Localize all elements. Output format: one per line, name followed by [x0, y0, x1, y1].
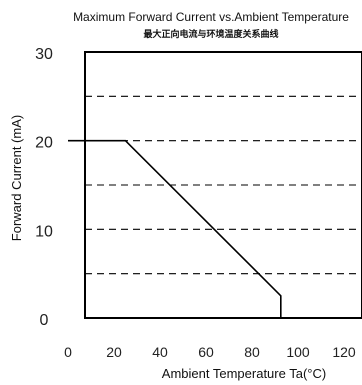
x-tick-label: 60 [198, 344, 214, 360]
series-layer [68, 139, 282, 318]
x-tick-label: 20 [106, 344, 122, 360]
chart-title: Maximum Forward Current vs.Ambient Tempe… [73, 10, 349, 24]
y-tick-label: 0 [40, 312, 49, 329]
x-tick-label: 80 [244, 344, 260, 360]
plot-frame [84, 51, 362, 319]
grid [85, 95, 362, 275]
y-axis-label: Forward Current (mA) [9, 115, 24, 241]
y-tick-label: 10 [35, 223, 53, 240]
y-tick-label: 30 [35, 46, 53, 63]
x-tick-label: 100 [286, 344, 310, 360]
x-tick-label: 120 [332, 344, 356, 360]
x-tick-label: 40 [152, 344, 168, 360]
series-line [68, 139, 282, 318]
x-axis-label: Ambient Temperature Ta(°C) [162, 366, 326, 381]
chart-subtitle: 最大正向电流与环境温度关系曲线 [143, 28, 278, 39]
x-tick-label: 0 [64, 344, 72, 360]
y-tick-label: 20 [35, 135, 53, 152]
tick-labels: 0 20 40 60 80 100 120 0 10 20 30 [35, 46, 356, 360]
